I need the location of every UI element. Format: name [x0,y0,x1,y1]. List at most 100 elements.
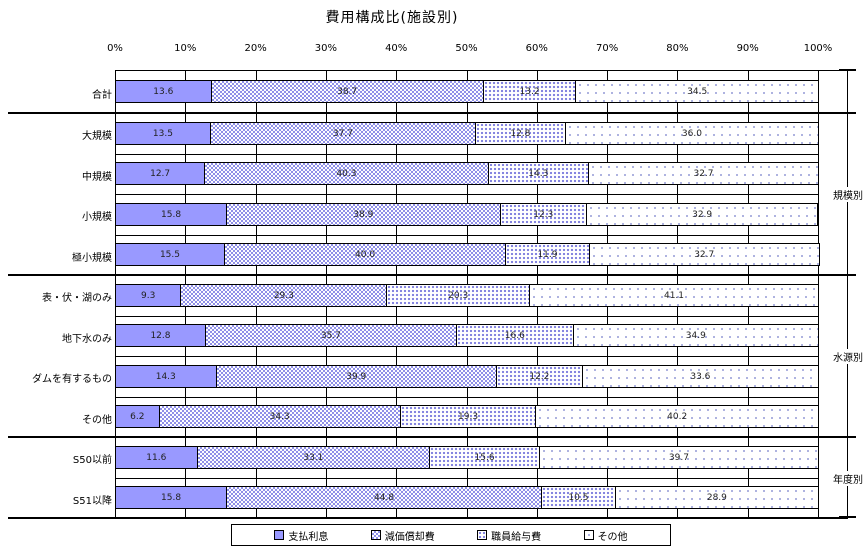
bar-segment-その他: 33.6 [581,365,819,388]
group-bracket-tick [839,274,856,276]
category-label: 表・伏・湖のみ [42,293,112,304]
bar-value-label: 33.1 [303,452,324,463]
bar-segment-支払利息: 12.8 [115,324,206,347]
bar-segment-支払利息: 15.8 [115,486,228,509]
bar-segment-支払利息: 13.5 [115,122,211,145]
row-separator-line [115,356,818,357]
category-label: 小規模 [82,212,112,223]
axis-tick-label: 60% [525,43,548,54]
group-separator-line [8,274,848,276]
bar-segment-減価償却費: 40.3 [204,162,489,185]
group-separator-line [8,436,848,438]
bar-value-label: 32.7 [694,249,715,260]
legend-label: 支払利息 [288,531,329,543]
bar-segment-減価償却費: 33.1 [196,446,431,469]
axis-tick-label: 50% [455,43,478,54]
bar-value-label: 34.3 [269,411,290,422]
bar-value-label: 11.6 [146,452,167,463]
axis-tick-label: 10% [174,43,197,54]
bar-value-label: 38.7 [337,86,358,97]
legend-item: 減価償却費 [370,528,435,543]
legend-marker [370,530,381,540]
bar-value-label: 12.8 [150,330,171,341]
bar-row: 15.5 40.0 11.9 32.7 [115,243,820,266]
group-bracket-tick [839,112,856,114]
bar-value-label: 12.3 [533,209,554,220]
bar-segment-職員給与費: 10.5 [541,486,616,509]
bar-value-label: 15.8 [161,209,182,220]
category-label: 地下水のみ [62,334,112,345]
chart-title: 費用構成比(施設別) [325,10,459,26]
bar-segment-職員給与費: 12.3 [499,203,587,226]
legend-label: 減価償却費 [384,531,435,543]
bar-value-label: 6.2 [130,411,145,422]
bar-segment-その他: 41.1 [529,284,819,307]
bar-value-label: 34.9 [685,330,706,341]
axis-tick-label: 40% [385,43,408,54]
bar-segment-その他: 39.7 [538,446,819,469]
legend-marker [274,530,285,540]
axis-tick-label: 70% [595,43,619,54]
bar-segment-その他: 40.2 [535,405,819,428]
bar-segment-減価償却費: 37.7 [209,122,476,145]
legend-item: 職員給与費 [477,528,541,543]
category-label: S51以降 [72,496,112,507]
bar-value-label: 34.5 [687,86,708,97]
row-separator-line [115,235,818,236]
bar-row: 12.8 35.7 16.6 34.9 [115,324,819,347]
bar-value-label: 38.9 [353,209,374,220]
category-label: 合計 [92,90,112,101]
bar-row: 15.8 38.9 12.3 32.9 [115,203,819,226]
group-label: 水源別 [829,349,867,364]
bar-segment-減価償却費: 38.7 [210,80,484,103]
bar-value-label: 36.0 [681,128,702,139]
bar-row: 6.2 34.3 19.3 40.2 [115,405,819,428]
group-bracket-line [847,70,848,518]
category-label: S50以前 [72,455,112,466]
row-separator-line [115,478,818,479]
bar-segment-その他: 32.9 [585,203,819,226]
bar-value-label: 15.5 [159,249,180,260]
bar-segment-その他: 34.5 [575,80,819,103]
bar-segment-支払利息: 13.6 [115,80,212,103]
group-bracket-tick [839,69,856,71]
bar-value-label: 39.7 [668,452,689,463]
category-label: 大規模 [82,131,112,142]
bar-value-label: 40.3 [336,168,357,179]
bar-segment-減価償却費: 38.9 [226,203,501,226]
bar-value-label: 14.3 [528,168,549,179]
bar-row: 14.3 39.9 12.2 33.6 [115,365,819,388]
bar-segment-職員給与費: 20.3 [386,284,531,307]
group-separator-line [8,112,848,114]
group-label: 規模別 [829,187,867,202]
category-label: ダムを有するもの [32,374,112,385]
bar-segment-職員給与費: 19.3 [399,405,537,428]
legend-marker [477,530,488,540]
bar-segment-職員給与費: 12.2 [496,365,583,388]
bar-row: 15.8 44.8 10.5 28.9 [115,486,819,509]
bar-segment-減価償却費: 40.0 [223,243,507,266]
bar-segment-その他: 34.9 [572,324,819,347]
bar-value-label: 32.7 [693,168,714,179]
bar-segment-職員給与費: 14.3 [487,162,590,185]
bar-value-label: 12.8 [510,128,531,139]
axis-tick-label: 100% [803,43,833,54]
axis-tick-label: 0% [107,43,123,54]
bar-value-label: 39.9 [346,371,367,382]
bar-segment-減価償却費: 44.8 [226,486,542,509]
legend: 支払利息 減価償却費 職員給与費 その他 [231,524,671,546]
legend-marker [583,530,594,540]
bar-value-label: 13.6 [153,86,174,97]
bar-segment-支払利息: 12.7 [115,162,206,185]
row-separator-line [115,316,818,317]
bar-value-label: 28.9 [706,492,727,503]
bar-value-label: 14.3 [155,371,176,382]
bar-value-label: 37.7 [332,128,353,139]
bar-value-label: 12.7 [150,168,171,179]
bar-value-label: 16.6 [504,330,525,341]
bar-segment-支払利息: 6.2 [115,405,160,428]
bar-segment-支払利息: 14.3 [115,365,217,388]
bar-value-label: 12.2 [529,371,550,382]
bar-value-label: 35.7 [320,330,341,341]
bar-value-label: 9.3 [141,290,156,301]
